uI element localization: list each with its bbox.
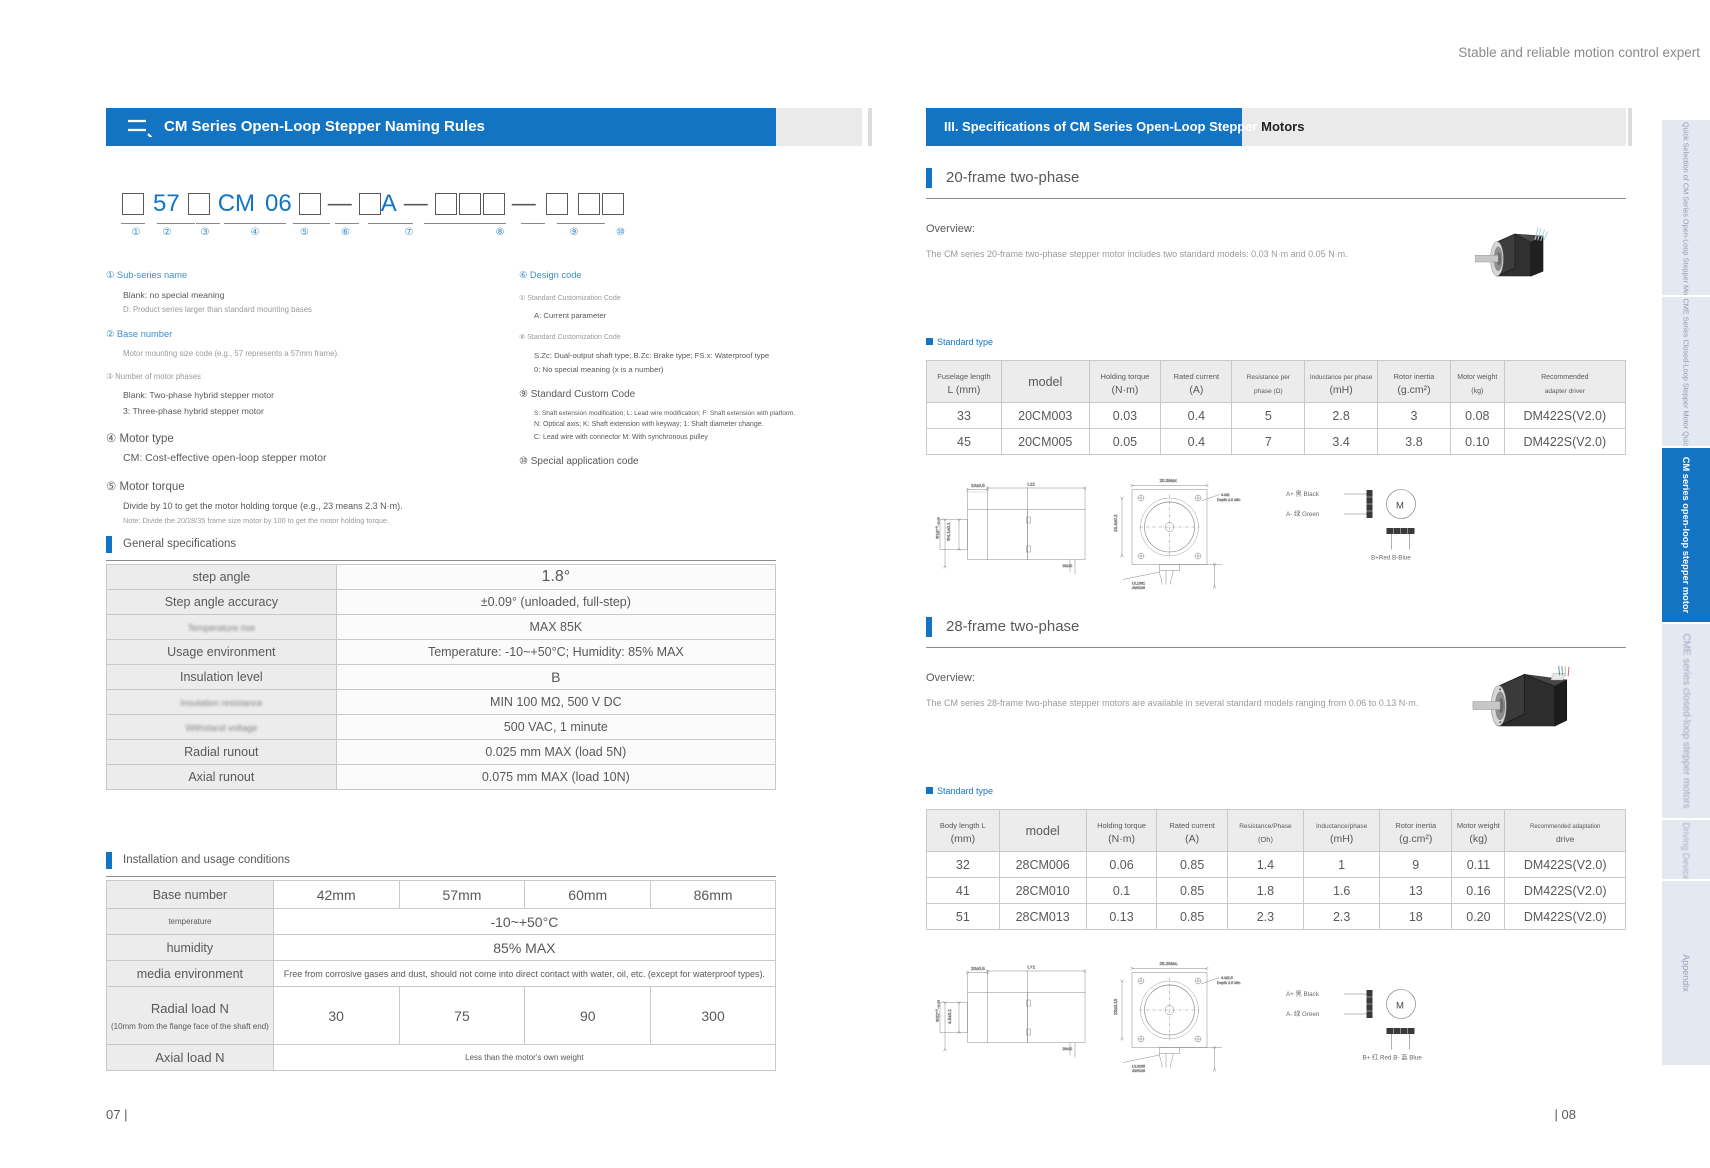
svg-text:Depth 2.5 Min: Depth 2.5 Min bbox=[1217, 981, 1240, 985]
svg-text:28±20: 28±20 bbox=[1063, 564, 1073, 568]
svg-text:23±0.15: 23±0.15 bbox=[1113, 998, 1118, 1015]
svg-text:4-M2.5: 4-M2.5 bbox=[1221, 976, 1233, 980]
svg-text:Φ22⁺⁰₋₀.₀₅: Φ22⁺⁰₋₀.₀₅ bbox=[935, 1000, 940, 1022]
svg-text:28.2Max.: 28.2Max. bbox=[1160, 961, 1179, 966]
svg-text:AWG26: AWG26 bbox=[1132, 586, 1145, 590]
svg-text:4.5±0.1: 4.5±0.1 bbox=[947, 1009, 952, 1024]
svg-text:Depth 2.0 Min: Depth 2.0 Min bbox=[1217, 498, 1240, 502]
svg-text:M: M bbox=[1396, 501, 1404, 512]
svg-text:Φ16⁺⁰₋₀.₀₅: Φ16⁺⁰₋₀.₀₅ bbox=[935, 517, 940, 539]
svg-text:UL1061: UL1061 bbox=[1132, 582, 1145, 586]
svg-text:B+ 红 Red B- 蓝 Blue: B+ 红 Red B- 蓝 Blue bbox=[1363, 1053, 1423, 1062]
svg-text:4-M2: 4-M2 bbox=[1221, 493, 1230, 497]
svg-text:20.3Max: 20.3Max bbox=[1160, 478, 1178, 483]
svg-text:28±20: 28±20 bbox=[1063, 1047, 1073, 1051]
svg-text:B+Red B-Blue: B+Red B-Blue bbox=[1371, 555, 1411, 562]
svg-text:A- 绿 Green: A- 绿 Green bbox=[1286, 1009, 1320, 1018]
svg-text:A+ 黑 Black: A+ 黑 Black bbox=[1286, 490, 1320, 498]
svg-text:L±1: L±1 bbox=[1028, 482, 1036, 487]
svg-text:A+ 黑 Black: A+ 黑 Black bbox=[1286, 990, 1320, 998]
svg-text:A- 绿 Green: A- 绿 Green bbox=[1286, 509, 1320, 518]
svg-text:UL3265: UL3265 bbox=[1132, 1065, 1145, 1069]
svg-text:L+1: L+1 bbox=[1028, 965, 1036, 970]
svg-text:20±0.5: 20±0.5 bbox=[971, 966, 985, 971]
svg-text:Φ4.1±0.1: Φ4.1±0.1 bbox=[946, 522, 951, 541]
svg-text:10±0.5: 10±0.5 bbox=[971, 483, 985, 488]
svg-text:M: M bbox=[1396, 1001, 1404, 1012]
svg-text:AWG26: AWG26 bbox=[1132, 1069, 1145, 1073]
svg-text:15.4±0.2: 15.4±0.2 bbox=[1113, 514, 1118, 532]
